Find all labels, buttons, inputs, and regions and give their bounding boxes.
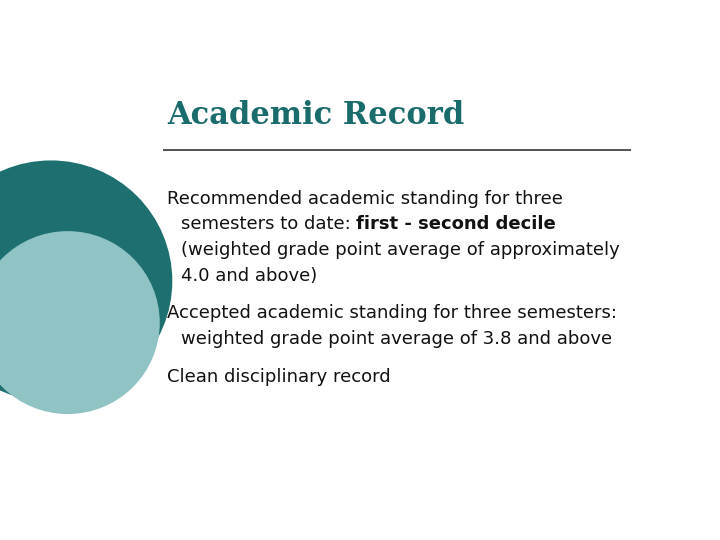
Text: Clean disciplinary record: Clean disciplinary record [167,368,391,386]
Text: Accepted academic standing for three semesters:: Accepted academic standing for three sem… [167,305,617,322]
Text: Recommended academic standing for three: Recommended academic standing for three [167,190,563,207]
Text: first - second decile: first - second decile [356,215,557,233]
Text: (weighted grade point average of approximately: (weighted grade point average of approxi… [181,241,620,259]
Ellipse shape [0,160,172,402]
Text: Academic Record: Academic Record [167,100,464,131]
Text: 4.0 and above): 4.0 and above) [181,267,318,285]
Text: semesters to date:: semesters to date: [181,215,356,233]
Text: weighted grade point average of 3.8 and above: weighted grade point average of 3.8 and … [181,330,612,348]
Ellipse shape [0,231,160,414]
